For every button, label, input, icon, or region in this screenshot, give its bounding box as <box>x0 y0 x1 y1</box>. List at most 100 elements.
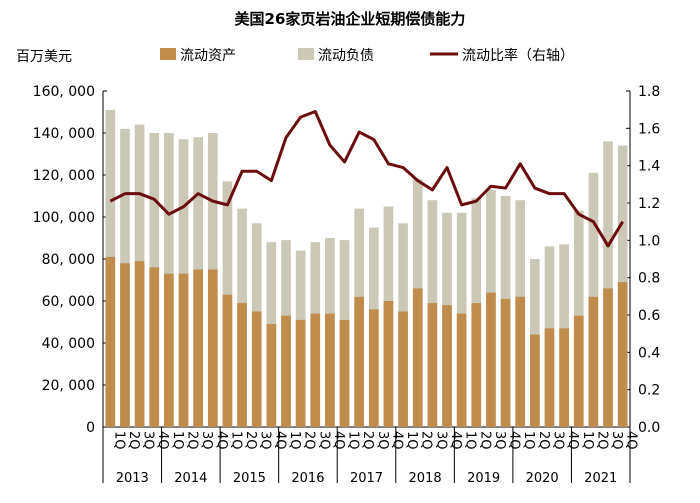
quarter-label: 2Q <box>419 431 434 450</box>
bar-current-assets <box>296 320 306 427</box>
right-tick-label: 1.4 <box>638 159 660 175</box>
quarter-label: 3Q <box>258 431 273 450</box>
quarter-label: 4Q <box>565 431 580 450</box>
legend-swatch-assets <box>160 48 176 60</box>
bar-current-assets <box>310 314 320 427</box>
bar-current-assets <box>223 295 233 427</box>
left-tick-label: 140, 000 <box>33 126 95 142</box>
bar-current-assets <box>428 303 438 427</box>
quarter-label: 1Q <box>404 431 419 450</box>
quarter-label: 1Q <box>346 431 361 450</box>
quarter-label: 2Q <box>594 431 609 450</box>
left-tick-label: 80, 000 <box>42 252 95 268</box>
quarter-label: 3Q <box>492 431 507 450</box>
legend-label-ratio: 流动比率（右轴） <box>462 47 574 64</box>
bar-current-assets <box>545 328 555 427</box>
bar-current-assets <box>149 267 159 427</box>
bar-current-assets <box>164 274 174 427</box>
right-tick-label: 0.6 <box>638 308 660 324</box>
bar-current-assets <box>442 305 452 427</box>
bar-current-assets <box>281 316 291 427</box>
year-label: 2017 <box>350 471 383 486</box>
bar-current-assets <box>325 314 335 427</box>
quarter-label: 4Q <box>624 431 639 450</box>
right-tick-label: 1.0 <box>638 233 660 249</box>
right-tick-label: 0.4 <box>638 345 660 361</box>
left-tick-label: 40, 000 <box>42 336 95 352</box>
bar-current-assets <box>618 282 628 427</box>
legend: 流动资产 流动负债 流动比率（右轴） <box>160 47 574 64</box>
quarter-label: 2Q <box>126 431 141 450</box>
quarter-label: 3Q <box>550 431 565 450</box>
left-axis-unit: 百万美元 <box>16 49 72 65</box>
quarter-label: 1Q <box>287 431 302 450</box>
left-tick-label: 0 <box>86 420 95 436</box>
legend-label-assets: 流动资产 <box>180 48 236 64</box>
bar-current-assets <box>354 297 364 427</box>
year-label: 2014 <box>174 471 207 486</box>
right-tick-label: 1.8 <box>638 84 660 100</box>
bar-current-assets <box>369 309 379 427</box>
quarter-label: 1Q <box>228 431 243 450</box>
chart-title: 美国26家页岩油企业短期偿债能力 <box>235 10 466 28</box>
quarter-label: 4Q <box>272 431 287 450</box>
bar-current-assets <box>530 335 540 427</box>
bar-current-assets <box>384 301 394 427</box>
quarter-label: 3Q <box>433 431 448 450</box>
quarter-label: 3Q <box>375 431 390 450</box>
bar-current-assets <box>208 270 218 428</box>
quarter-label: 1Q <box>521 431 536 450</box>
bar-current-assets <box>501 299 511 427</box>
right-tick-label: 0.8 <box>638 271 660 287</box>
bar-current-assets <box>267 324 277 427</box>
bar-current-assets <box>398 312 408 428</box>
bar-current-assets <box>589 297 599 427</box>
quarter-label: 3Q <box>609 431 624 450</box>
right-tick-label: 1.6 <box>638 121 660 137</box>
quarter-label: 1Q <box>580 431 595 450</box>
bar-current-assets <box>135 261 145 427</box>
quarter-label: 4Q <box>331 431 346 450</box>
year-label: 2019 <box>467 471 500 486</box>
bar-current-assets <box>413 288 423 427</box>
quarter-label: 4Q <box>155 431 170 450</box>
right-tick-label: 1.2 <box>638 196 660 212</box>
left-tick-label: 20, 000 <box>42 378 95 394</box>
quarter-label: 4Q <box>389 431 404 450</box>
bar-current-assets <box>457 314 467 427</box>
quarter-label: 1Q <box>463 431 478 450</box>
left-tick-label: 100, 000 <box>33 210 95 226</box>
bar-current-assets <box>486 293 496 427</box>
bar-current-assets <box>179 274 189 427</box>
quarter-label: 4Q <box>214 431 229 450</box>
quarter-label: 2Q <box>302 431 317 450</box>
year-label: 2013 <box>116 471 149 486</box>
year-label: 2021 <box>584 471 617 486</box>
legend-swatch-liabilities <box>298 48 314 60</box>
bar-current-assets <box>252 312 262 428</box>
quarter-label: 2Q <box>360 431 375 450</box>
bar-current-assets <box>559 328 569 427</box>
bar-current-assets <box>340 320 350 427</box>
bar-current-assets <box>603 288 613 427</box>
bar-current-assets <box>105 257 115 427</box>
legend-label-liabilities: 流动负债 <box>318 48 374 64</box>
quarter-label: 2Q <box>536 431 551 450</box>
bar-current-assets <box>471 303 481 427</box>
quarter-label: 3Q <box>316 431 331 450</box>
quarter-label: 4Q <box>448 431 463 450</box>
year-label: 2016 <box>291 471 324 486</box>
right-tick-label: 0.0 <box>638 420 660 436</box>
quarter-label: 2Q <box>477 431 492 450</box>
bar-current-assets <box>574 316 584 427</box>
quarter-label: 4Q <box>507 431 522 450</box>
quarter-label: 3Q <box>141 431 156 450</box>
quarter-label: 3Q <box>199 431 214 450</box>
left-tick-label: 60, 000 <box>42 294 95 310</box>
bar-current-assets <box>237 303 247 427</box>
right-tick-label: 0.2 <box>638 383 660 399</box>
quarter-label: 1Q <box>111 431 126 450</box>
left-tick-label: 120, 000 <box>33 168 95 184</box>
bar-current-assets <box>193 270 203 428</box>
